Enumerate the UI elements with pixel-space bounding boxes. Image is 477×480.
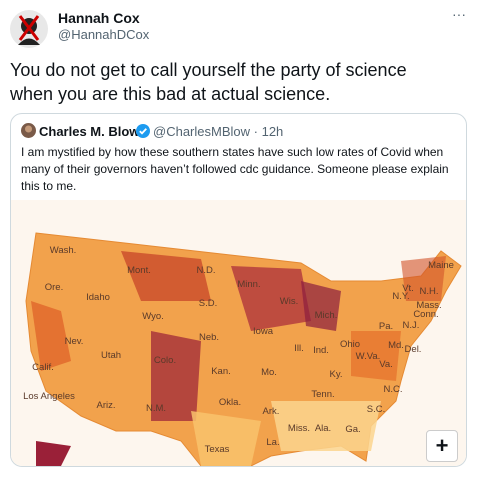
map-label: Wash. <box>50 245 77 256</box>
covid-map: Wash. Mont. N.D. Minn. Maine Ore. Idaho S.D. Wis… <box>11 200 466 466</box>
map-label: N.D. <box>197 265 216 276</box>
map-label: La. <box>266 437 279 448</box>
quote-avatar <box>21 123 36 138</box>
map-label: Tenn. <box>311 389 334 400</box>
map-label: S.D. <box>199 298 217 309</box>
map-label: Del. <box>405 344 422 355</box>
map-label: Kan. <box>211 366 231 377</box>
map-label: Ore. <box>45 282 63 293</box>
zoom-button[interactable]: + <box>426 430 458 462</box>
map-label: Ky. <box>329 369 342 380</box>
map-label: Mich. <box>315 310 338 321</box>
map-label: Mo. <box>261 367 277 378</box>
quote-meta: @CharlesMBlow · 12h <box>153 124 283 139</box>
map-label: Nev. <box>65 336 84 347</box>
more-button[interactable]: ··· <box>452 6 466 22</box>
map-label: Pa. <box>379 321 393 332</box>
map-label: Los Angeles <box>23 391 75 402</box>
map-label: Utah <box>101 350 121 361</box>
map-label: Iowa <box>253 326 274 337</box>
map-label: S.C. <box>367 404 385 415</box>
author-name[interactable]: Hannah Cox <box>58 10 140 26</box>
map-label: Conn. <box>413 309 438 320</box>
map-label: Idaho <box>86 292 110 303</box>
map-label: Ark. <box>263 406 280 417</box>
quote-author-name: Charles M. Blow <box>39 124 140 139</box>
map-label: Neb. <box>199 332 219 343</box>
verified-badge <box>136 124 150 138</box>
quote-text: I am mystified by how these southern sta… <box>21 145 449 193</box>
map-label: Minn. <box>237 279 260 290</box>
map-label: Mont. <box>127 265 151 276</box>
map-label: Ga. <box>345 424 360 435</box>
map-label: Ohio <box>340 339 360 350</box>
map-label: N.Y. <box>392 291 409 302</box>
map-label: Ind. <box>313 345 329 356</box>
map-label: W.Va. <box>356 351 381 362</box>
map-label: Colo. <box>154 355 176 366</box>
map-label: Wis. <box>280 296 298 307</box>
avatar[interactable] <box>10 10 48 48</box>
quoted-tweet[interactable]: Charles M. Blow @CharlesMBlow · 12h I am… <box>10 113 467 467</box>
map-label: N.J. <box>403 320 420 331</box>
map-label: Va. <box>379 359 393 370</box>
separator: · <box>253 124 258 139</box>
map-label: Ariz. <box>97 400 116 411</box>
quote-author-handle: @CharlesMBlow <box>153 124 250 139</box>
map-label: Miss. <box>288 423 310 434</box>
map-label: Wyo. <box>142 311 164 322</box>
map-label: Calif. <box>32 362 54 373</box>
map-label: N.C. <box>384 384 403 395</box>
map-label: Okla. <box>219 397 241 408</box>
quote-time: 12h <box>261 124 284 139</box>
map-label: Vt. <box>402 283 414 294</box>
map-label: Ill. <box>294 343 304 354</box>
map-label: N.M. <box>146 403 166 414</box>
map-label: Mass. <box>416 300 441 311</box>
map-label: Md. <box>388 340 404 351</box>
map-label: Maine <box>428 260 454 271</box>
map-label: Ala. <box>315 423 331 434</box>
author-handle[interactable]: @HannahDCox <box>58 27 150 42</box>
map-label: Texas <box>205 444 230 455</box>
map-label: N.H. <box>420 286 439 297</box>
tweet-text: You do not get to call yourself the part… <box>10 60 407 104</box>
